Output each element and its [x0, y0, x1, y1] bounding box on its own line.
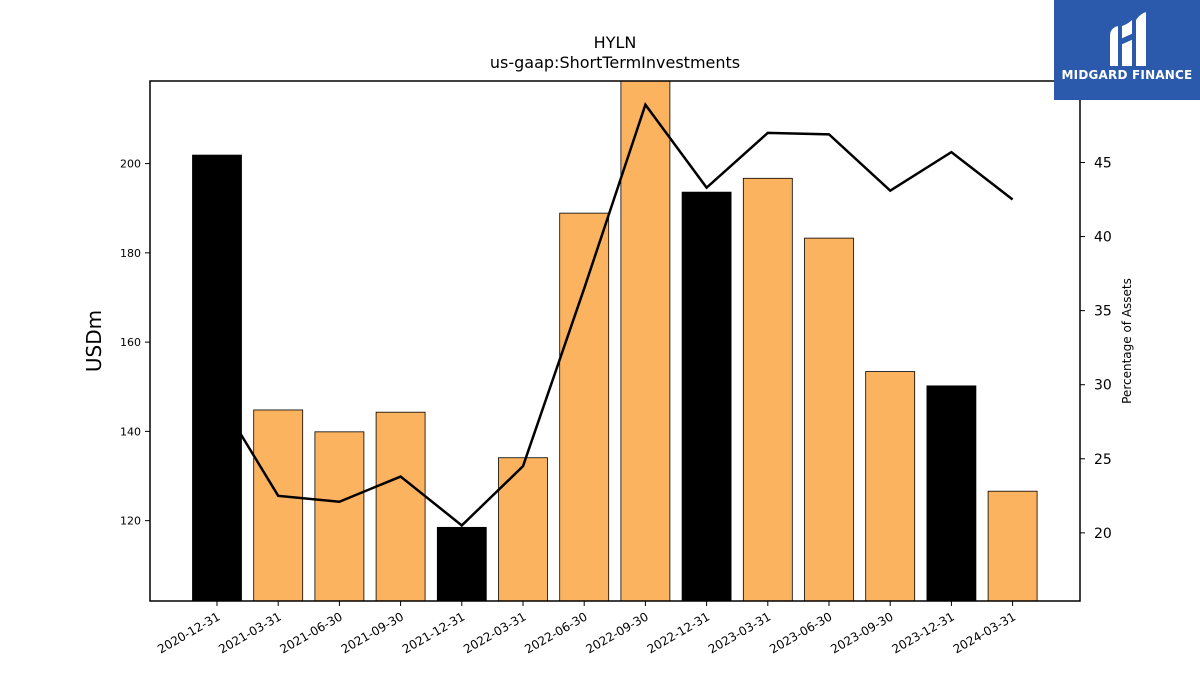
- bar: [253, 409, 304, 602]
- x-tick-label: 2024-03-31: [951, 609, 1018, 656]
- x-tick-label: 2020-12-31: [155, 609, 222, 656]
- bars-layer: [192, 80, 1038, 602]
- y2-tick-label: 35: [1094, 304, 1112, 320]
- x-tick-layer: 2020-12-312021-03-312021-06-302021-09-30…: [155, 601, 1018, 656]
- x-tick-label: 2023-03-31: [706, 609, 773, 656]
- midgard-logo-icon: [1110, 12, 1146, 66]
- bar: [314, 431, 365, 602]
- bar: [987, 490, 1038, 602]
- y-tick-label: 140: [120, 425, 141, 438]
- chart-subtitle: us-gaap:ShortTermInvestments: [490, 53, 740, 72]
- x-tick-label: 2021-06-30: [277, 609, 344, 656]
- y-tick-label: 180: [120, 247, 141, 260]
- x-tick-label: 2022-12-31: [645, 609, 712, 656]
- bar: [742, 177, 793, 602]
- brand-name: MIDGARD FINANCE: [1061, 68, 1193, 82]
- x-tick-label: 2021-09-30: [339, 609, 406, 656]
- midgard-finance-logo: MIDGARD FINANCE: [1054, 0, 1200, 100]
- x-tick-label: 2023-09-30: [828, 609, 895, 656]
- bar: [559, 212, 610, 602]
- bar: [436, 526, 487, 602]
- y-tick-label: 120: [120, 515, 141, 528]
- y-tick-label: 200: [120, 158, 141, 171]
- bar: [926, 385, 977, 602]
- x-tick-label: 2022-06-30: [522, 609, 589, 656]
- x-tick-label: 2022-03-31: [461, 609, 528, 656]
- y2-tick-label: 25: [1094, 452, 1112, 468]
- y-axis-label: USDm: [82, 310, 106, 372]
- x-tick-label: 2021-12-31: [400, 609, 467, 656]
- y-tick-layer: 120 140 160 180 200: [120, 158, 150, 528]
- y2-tick-label: 40: [1094, 230, 1112, 246]
- bar: [498, 457, 548, 602]
- x-tick-label: 2023-12-31: [889, 609, 956, 656]
- x-tick-label: 2023-06-30: [767, 609, 834, 656]
- bar: [375, 411, 426, 602]
- bar: [192, 154, 242, 602]
- plot-frame: [149, 80, 1081, 602]
- bar: [804, 237, 854, 602]
- x-tick-label: 2021-03-31: [216, 609, 283, 656]
- y2-tick-label: 20: [1094, 526, 1112, 542]
- y-tick-label: 160: [120, 336, 141, 349]
- percentage-line: [215, 102, 1014, 528]
- x-tick-label: 2022-09-30: [583, 609, 650, 656]
- bar: [865, 371, 916, 602]
- bar: [681, 191, 732, 602]
- y2-tick-label: 30: [1094, 378, 1112, 394]
- y2-tick-label: 45: [1094, 155, 1112, 171]
- bar: [620, 80, 671, 602]
- chart-title: HYLN: [594, 33, 637, 52]
- y2-tick-layer: 20 25 30 35 40 45: [1080, 155, 1112, 542]
- y2-axis-label: Percentage of Assets: [1120, 278, 1134, 404]
